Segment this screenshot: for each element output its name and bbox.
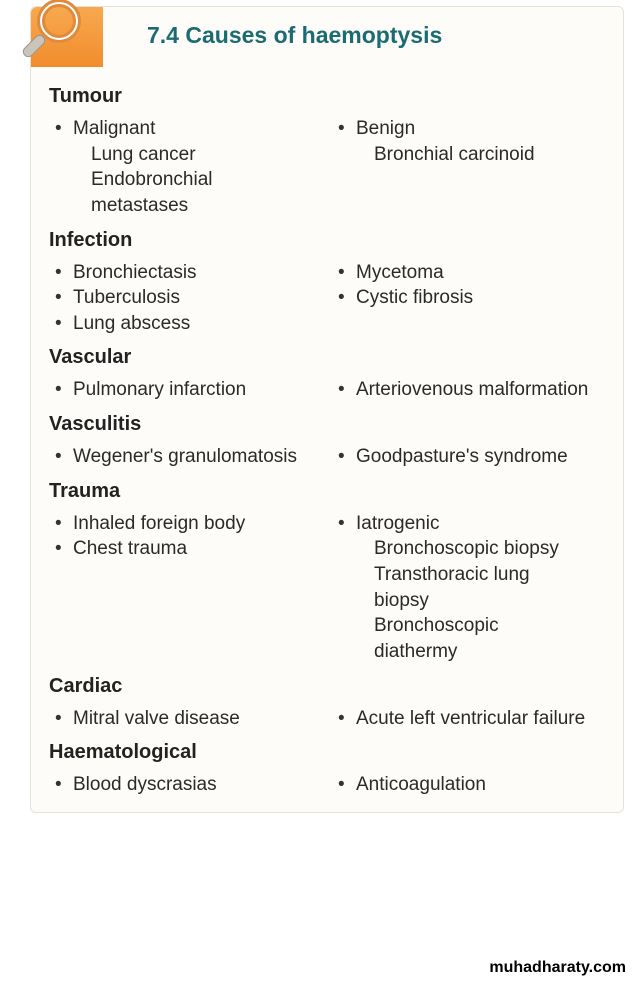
col-right: Acute left ventricular failure: [332, 706, 605, 732]
item-text: Benign: [356, 118, 415, 139]
list-item: Goodpasture's syndrome: [338, 444, 605, 470]
list-item: Inhaled foreign body: [55, 511, 322, 537]
list-item: Arteriovenous malformation: [338, 377, 605, 403]
sub-item: metastases: [91, 193, 322, 219]
sub-item: Bronchial carcinoid: [374, 142, 605, 168]
heading-vasculitis: Vasculitis: [49, 413, 605, 436]
list-item: Blood dyscrasias: [55, 772, 322, 798]
list-item: Anticoagulation: [338, 772, 605, 798]
row-cardiac: Mitral valve disease Acute left ventricu…: [49, 706, 605, 732]
list-item: Bronchiectasis: [55, 260, 322, 286]
card-title: 7.4 Causes of haemoptysis: [147, 22, 442, 49]
heading-haematological: Haematological: [49, 741, 605, 764]
list-item: Mitral valve disease: [55, 706, 322, 732]
list-item: Mycetoma: [338, 260, 605, 286]
heading-tumour: Tumour: [49, 85, 605, 108]
row-tumour: Malignant Lung cancer Endobronchial meta…: [49, 116, 605, 219]
card-header: 7.4 Causes of haemoptysis: [31, 7, 623, 67]
row-vascular: Pulmonary infarction Arteriovenous malfo…: [49, 377, 605, 403]
list-item: Malignant Lung cancer Endobronchial meta…: [55, 116, 322, 219]
header-tab: [31, 7, 103, 67]
list-item: Wegener's granulomatosis: [55, 444, 322, 470]
col-right: Benign Bronchial carcinoid: [332, 116, 605, 219]
list-item: Lung abscess: [55, 311, 322, 337]
heading-infection: Infection: [49, 229, 605, 252]
col-right: Iatrogenic Bronchoscopic biopsy Transtho…: [332, 511, 605, 665]
sub-item: Endobronchial: [91, 167, 322, 193]
col-right: Mycetoma Cystic fibrosis: [332, 260, 605, 337]
row-vasculitis: Wegener's granulomatosis Goodpasture's s…: [49, 444, 605, 470]
col-left: Mitral valve disease: [49, 706, 322, 732]
col-right: Goodpasture's syndrome: [332, 444, 605, 470]
list-item: Iatrogenic Bronchoscopic biopsy Transtho…: [338, 511, 605, 665]
card-content: Tumour Malignant Lung cancer Endobronchi…: [31, 67, 623, 798]
row-haematological: Blood dyscrasias Anticoagulation: [49, 772, 605, 798]
watermark: muhadharaty.com: [489, 959, 626, 977]
heading-trauma: Trauma: [49, 480, 605, 503]
row-infection: Bronchiectasis Tuberculosis Lung abscess…: [49, 260, 605, 337]
sub-item: Bronchoscopic biopsy: [374, 536, 605, 562]
list-item: Acute left ventricular failure: [338, 706, 605, 732]
heading-vascular: Vascular: [49, 346, 605, 369]
list-item: Benign Bronchial carcinoid: [338, 116, 605, 167]
col-left: Inhaled foreign body Chest trauma: [49, 511, 322, 665]
col-left: Blood dyscrasias: [49, 772, 322, 798]
col-left: Malignant Lung cancer Endobronchial meta…: [49, 116, 322, 219]
item-text: Malignant: [73, 118, 155, 139]
sub-item: Transthoracic lung: [374, 562, 605, 588]
sub-item: Lung cancer: [91, 142, 322, 168]
list-item: Cystic fibrosis: [338, 285, 605, 311]
col-right: Arteriovenous malformation: [332, 377, 605, 403]
col-right: Anticoagulation: [332, 772, 605, 798]
row-trauma: Inhaled foreign body Chest trauma Iatrog…: [49, 511, 605, 665]
info-card: 7.4 Causes of haemoptysis Tumour Maligna…: [30, 6, 624, 813]
sub-item: biopsy: [374, 588, 605, 614]
sub-item: Bronchoscopic: [374, 613, 605, 639]
heading-cardiac: Cardiac: [49, 675, 605, 698]
list-item: Pulmonary infarction: [55, 377, 322, 403]
col-left: Wegener's granulomatosis: [49, 444, 322, 470]
item-text: Iatrogenic: [356, 513, 439, 534]
sub-item: diathermy: [374, 639, 605, 665]
col-left: Bronchiectasis Tuberculosis Lung abscess: [49, 260, 322, 337]
list-item: Tuberculosis: [55, 285, 322, 311]
list-item: Chest trauma: [55, 536, 322, 562]
col-left: Pulmonary infarction: [49, 377, 322, 403]
